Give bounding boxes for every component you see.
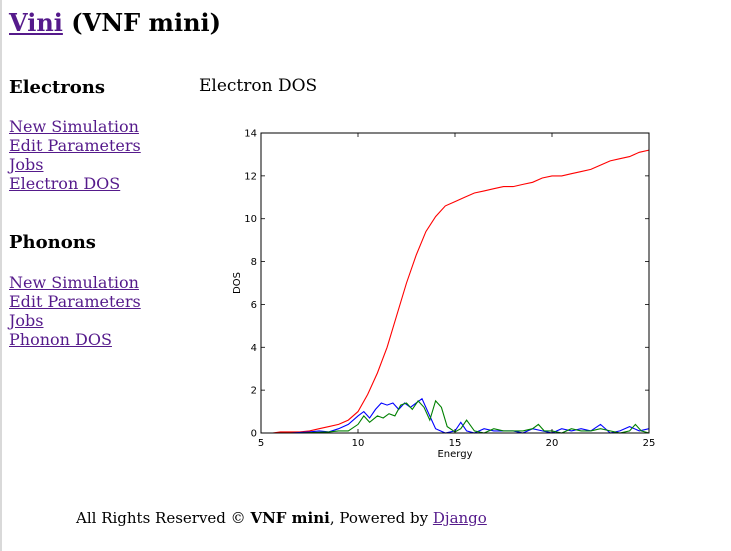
x-tick-label: 5 bbox=[258, 438, 264, 449]
y-tick-label: 2 bbox=[251, 386, 257, 397]
footer-brand: VNF mini bbox=[250, 509, 330, 527]
electrons-dos-link[interactable]: Electron DOS bbox=[9, 174, 121, 193]
y-tick-label: 6 bbox=[251, 300, 257, 311]
site-home-link[interactable]: Vini bbox=[9, 8, 63, 37]
series-line-2 bbox=[272, 397, 650, 434]
electrons-nav: New Simulation Edit Parameters Jobs Elec… bbox=[9, 117, 141, 193]
page-left-border bbox=[0, 0, 2, 551]
phonons-new-simulation-link[interactable]: New Simulation bbox=[9, 273, 139, 292]
electrons-new-simulation-link[interactable]: New Simulation bbox=[9, 117, 139, 136]
series-line-3 bbox=[272, 399, 650, 434]
electrons-heading: Electrons bbox=[9, 77, 105, 98]
x-tick-label: 15 bbox=[449, 438, 462, 449]
phonons-edit-parameters-link[interactable]: Edit Parameters bbox=[9, 292, 141, 311]
phonons-jobs-link[interactable]: Jobs bbox=[9, 311, 44, 330]
electrons-jobs-link[interactable]: Jobs bbox=[9, 155, 44, 174]
panel-title: Electron DOS bbox=[199, 76, 318, 96]
y-tick-label: 8 bbox=[251, 257, 257, 268]
electrons-edit-parameters-link[interactable]: Edit Parameters bbox=[9, 136, 141, 155]
x-tick-label: 20 bbox=[546, 438, 559, 449]
x-tick-label: 10 bbox=[352, 438, 365, 449]
y-tick-label: 0 bbox=[251, 429, 257, 440]
y-tick-label: 10 bbox=[244, 214, 257, 225]
site-subtitle: (VNF mini) bbox=[62, 8, 221, 37]
footer-powered-by: , Powered by bbox=[329, 509, 433, 527]
electron-dos-chart: 5 10 15 20 25 0 2 4 6 8 10 12 14 Energy DOS bbox=[232, 129, 656, 461]
x-axis-label: Energy bbox=[437, 449, 472, 460]
series-line-1 bbox=[272, 149, 650, 434]
phonon-dos-link[interactable]: Phonon DOS bbox=[9, 330, 112, 349]
django-link[interactable]: Django bbox=[432, 509, 487, 527]
y-tick-label: 4 bbox=[251, 343, 257, 354]
y-axis-label: DOS bbox=[232, 272, 243, 294]
phonons-nav: New Simulation Edit Parameters Jobs Phon… bbox=[9, 273, 141, 349]
site-title: Vini (VNF mini) bbox=[9, 8, 221, 38]
footer-copyright: All Rights Reserved © bbox=[76, 509, 251, 527]
y-tick-label: 14 bbox=[244, 129, 257, 140]
plot-area bbox=[261, 133, 649, 433]
phonons-heading: Phonons bbox=[9, 232, 96, 253]
footer: All Rights Reserved © VNF mini, Powered … bbox=[76, 508, 487, 528]
y-tick-label: 12 bbox=[244, 171, 257, 182]
x-tick-label: 25 bbox=[643, 438, 656, 449]
